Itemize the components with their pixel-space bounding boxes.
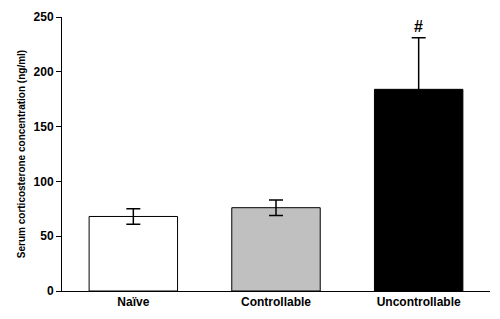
svg-text:0: 0 xyxy=(47,284,54,298)
svg-text:Serum corticosterone concentra: Serum corticosterone concentration (ng/m… xyxy=(16,50,27,258)
svg-text:100: 100 xyxy=(34,175,54,189)
svg-text:Naïve: Naïve xyxy=(117,295,149,309)
svg-text:50: 50 xyxy=(40,229,54,243)
svg-text:200: 200 xyxy=(34,65,54,79)
svg-text:250: 250 xyxy=(34,10,54,24)
svg-text:150: 150 xyxy=(34,120,54,134)
svg-text:#: # xyxy=(414,18,423,35)
svg-text:Controllable: Controllable xyxy=(241,295,311,309)
svg-text:Uncontrollable: Uncontrollable xyxy=(377,295,461,309)
